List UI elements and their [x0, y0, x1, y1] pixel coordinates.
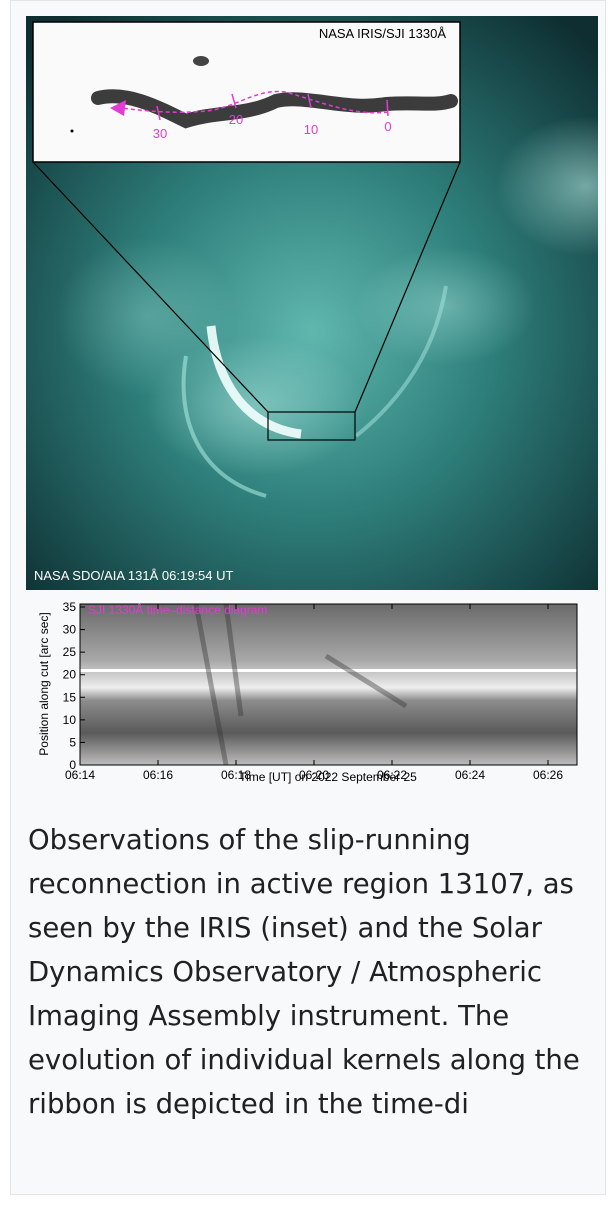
image-label: NASA SDO/AIA 131Å 06:19:54 UT — [34, 568, 234, 583]
inset-marker: 10 — [304, 122, 318, 137]
y-tick-label: 10 — [63, 713, 77, 727]
td-streak — [80, 669, 577, 672]
inset-marker: 20 — [229, 112, 243, 127]
glow — [56, 236, 236, 396]
td-title: SJI 1330Å time–distance diagram — [88, 602, 267, 617]
x-tick-label: 06:24 — [455, 768, 485, 782]
td-y-label: Position along cut [arc sec] — [37, 612, 51, 755]
y-tick-label: 35 — [63, 600, 77, 614]
inset-marker: 0 — [384, 119, 391, 134]
page: {"figure": { "inset_label": "NASA IRIS/S… — [0, 0, 608, 1209]
x-tick-label: 06:22 — [377, 768, 407, 782]
y-tick-label: 25 — [63, 645, 77, 659]
x-tick-label: 06:16 — [143, 768, 173, 782]
inset-dot — [71, 130, 74, 133]
inset-kernel — [193, 56, 209, 66]
y-tick-label: 15 — [63, 690, 77, 704]
y-tick-label: 5 — [69, 735, 76, 749]
x-tick-label: 06:14 — [65, 768, 95, 782]
y-tick-label: 30 — [63, 623, 77, 637]
inset-label: NASA IRIS/SJI 1330Å — [319, 26, 447, 41]
x-tick-label: 06:20 — [299, 768, 329, 782]
caption: Observations of the slip-running reconne… — [28, 818, 596, 1126]
inset-marker: 30 — [153, 126, 167, 141]
figure: NASA SDO/AIA 131Å 06:19:54 UT 30 20 10 0 NA… — [26, 16, 598, 786]
glow — [356, 246, 536, 366]
x-tick-label: 06:18 — [221, 768, 251, 782]
x-tick-label: 06:26 — [533, 768, 563, 782]
y-tick-label: 20 — [63, 668, 77, 682]
td-image — [80, 604, 577, 765]
